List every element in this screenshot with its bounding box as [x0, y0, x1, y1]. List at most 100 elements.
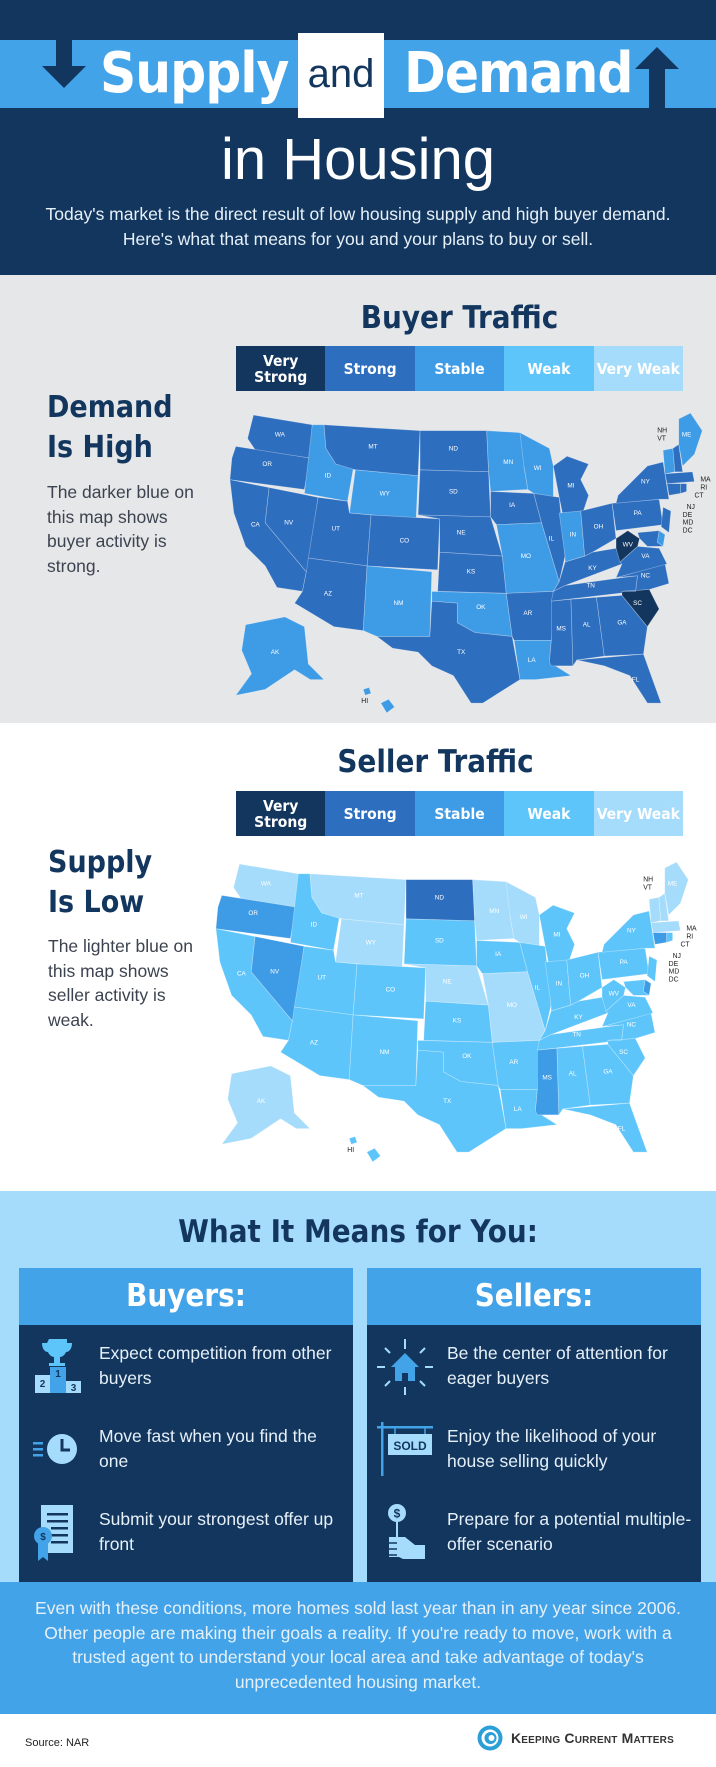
state-label: WA [261, 881, 272, 888]
state-label: WV [609, 990, 620, 997]
state-label: CA [237, 971, 247, 978]
state-al [570, 596, 605, 667]
state-callout-label: DC [669, 977, 679, 984]
state-label: SD [435, 937, 444, 944]
state-label: NE [443, 979, 452, 986]
legend-stable: Stable [414, 346, 505, 391]
state-label: TX [443, 1098, 452, 1105]
state-ky [552, 547, 623, 593]
buyer-tip-1: Expect competition from other buyers [99, 1343, 332, 1388]
state-label: KS [467, 569, 475, 576]
state-ia [490, 491, 543, 526]
state-label: ND [449, 445, 459, 452]
state-ia [476, 940, 529, 975]
state-ri [680, 483, 687, 494]
demand-heading-1: Demand [47, 390, 173, 425]
state-hi [380, 698, 396, 714]
state-label: MT [354, 892, 363, 899]
state-tx [375, 600, 521, 704]
supply-description: The lighter blue on this map shows selle… [48, 936, 193, 1030]
state-label: NE [457, 530, 466, 537]
sellers-list: Be the center of attention for eager buy… [367, 1325, 701, 1582]
state-label: WY [366, 939, 377, 946]
state-ny [601, 910, 656, 953]
state-label: IL [535, 984, 541, 991]
state-label: WA [275, 432, 286, 439]
state-callout-label: CT [694, 492, 704, 499]
legend-strong: Strong [325, 346, 415, 391]
state-label: NY [641, 479, 651, 486]
state-label: TX [457, 649, 466, 656]
sellers-box: Sellers: Be the center of attention for … [367, 1268, 701, 1582]
buyers-list: 1 2 3 Expect competition from other buye… [19, 1325, 353, 1582]
state-callout-label: NJ [673, 953, 681, 960]
state-label: AL [569, 1071, 577, 1078]
state-label: NV [270, 969, 280, 976]
state-me [678, 412, 703, 467]
title-supply: Supply [100, 41, 289, 106]
state-ma [650, 920, 681, 933]
state-ma [664, 471, 695, 484]
state-ct [652, 932, 668, 945]
buyer-tip-3: Submit your strongest offer up front [99, 1509, 334, 1554]
seller-traffic-title: Seller Traffic [337, 744, 534, 780]
state-callout-label: VT [657, 435, 667, 442]
state-nc [615, 563, 670, 592]
state-label: SC [619, 1049, 628, 1056]
closing-text: Even with these conditions, more homes s… [35, 1598, 681, 1692]
state-label: NM [380, 1049, 390, 1056]
svg-text:2: 2 [40, 1379, 46, 1390]
state-label: MO [521, 553, 531, 560]
offer-document-icon: $ [31, 1503, 83, 1563]
swirl-logo-icon [477, 1725, 503, 1751]
state-label: FL [632, 677, 640, 684]
state-callout-label: DE [669, 961, 679, 968]
state-fl [576, 653, 662, 704]
state-wv [601, 979, 626, 1012]
state-label: IA [495, 951, 502, 958]
state-label: AK [271, 649, 280, 656]
legend-weak: Weak [504, 346, 594, 391]
state-label: OK [476, 604, 486, 611]
state-label: SD [449, 488, 458, 495]
state-label: NC [627, 1022, 637, 1029]
state-mi [538, 904, 576, 967]
sold-sign-icon: SOLD [375, 1420, 435, 1480]
state-hi [366, 1147, 382, 1163]
state-label: IL [549, 535, 555, 542]
state-oh [580, 502, 617, 557]
state-hi [348, 1136, 358, 1145]
state-co [366, 514, 440, 571]
state-callout-label: RI [700, 484, 707, 491]
list-item: $ Submit your strongest offer up front [19, 1503, 353, 1563]
closing-banner [0, 1582, 716, 1714]
hand-dollar-icon: $ [375, 1503, 435, 1563]
state-callout-label: VT [643, 884, 653, 891]
state-label: AL [583, 622, 591, 629]
state-label: MN [489, 908, 499, 915]
state-ny [615, 461, 670, 504]
list-item: Move fast when you find the one [19, 1420, 353, 1480]
list-item: SOLD Enjoy the likelihood of your house … [367, 1420, 701, 1480]
state-label: IN [570, 532, 577, 539]
arrow-down-icon [42, 40, 86, 88]
state-callout-label: RI [686, 933, 693, 940]
spotlight-house-icon [375, 1337, 435, 1397]
state-label: CO [400, 537, 410, 544]
state-label: GA [617, 620, 627, 627]
state-il [519, 941, 552, 1032]
state-label: MO [507, 1002, 517, 1009]
state-label: TN [572, 1031, 581, 1038]
buyers-box: Buyers: 1 2 3 Expect competition from ot… [19, 1268, 353, 1582]
state-label: NY [627, 928, 637, 935]
brand-logo[interactable]: Keeping Current Matters [477, 1725, 674, 1751]
state-label: MI [567, 483, 574, 490]
state-label: MS [556, 626, 566, 633]
supply-heading-2: Is Low [48, 885, 145, 920]
intro-text: Today's market is the direct result of l… [45, 204, 671, 249]
state-label: OH [580, 973, 590, 980]
demand-heading-2: Is High [47, 430, 153, 465]
state-ky [538, 996, 609, 1042]
sellers-heading: Sellers: [367, 1268, 701, 1325]
state-label: NV [284, 520, 294, 527]
